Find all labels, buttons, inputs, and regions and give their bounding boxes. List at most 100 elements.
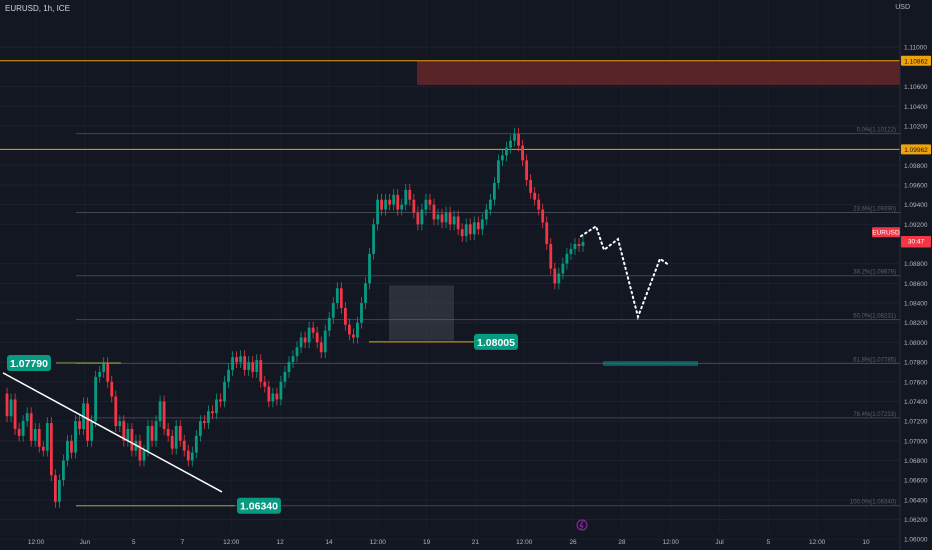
price-tag-bg (872, 227, 900, 238)
candle-body (162, 401, 166, 429)
price-tick-label: 1.07600 (904, 379, 928, 386)
candle-body (335, 288, 339, 304)
price-tick-label: 1.06400 (904, 497, 928, 504)
price-tick-label: 1.10200 (904, 123, 928, 130)
time-tick-label: 12:00 (370, 539, 387, 546)
candle-body (106, 363, 110, 382)
candle-body (94, 376, 98, 422)
candle-body (279, 381, 283, 400)
price-tick-label: 1.06000 (904, 537, 928, 544)
candle-body (517, 133, 520, 146)
fib-level-label: 23.6%(1.09390) (853, 207, 896, 213)
candle-body (295, 347, 299, 357)
candle-body (549, 244, 553, 269)
price-tag-label: 1.10862 (904, 58, 928, 65)
price-tick-label: 1.07200 (904, 419, 928, 426)
price-tick-label: 1.11000 (904, 45, 927, 52)
candle-body (480, 219, 484, 230)
candle-body (9, 399, 13, 417)
time-tick-label: 19 (423, 539, 431, 546)
time-tick-label: 21 (472, 539, 480, 546)
candle-body (275, 393, 279, 400)
price-tick-label: 1.09200 (904, 222, 928, 229)
candle-body (319, 342, 323, 353)
candle-body (565, 253, 569, 264)
candle-body (432, 204, 436, 220)
candle-body (327, 317, 331, 331)
candle-body (70, 440, 73, 453)
time-tick-label: 12:00 (223, 539, 240, 546)
currency-label: USD (895, 4, 910, 11)
price-tag-label: 30:47 (908, 239, 925, 246)
candle-body (74, 421, 77, 453)
candle-body (505, 147, 508, 156)
symbol-header[interactable]: EURUSD, 1h, ICE (5, 4, 70, 13)
candle-body (118, 421, 122, 427)
candle-body (202, 421, 206, 424)
price-tick-label: 1.06200 (904, 517, 928, 524)
candle-body (299, 337, 303, 348)
time-tick-label: 7 (181, 539, 185, 546)
candle-body (170, 435, 174, 449)
candle-body (331, 303, 335, 318)
price-tick-label: 1.07800 (904, 360, 928, 367)
time-axis[interactable]: 12:00 Jun 5 7 12:00 12 14 12:00 19 21 12:00 26 28 12:… (28, 539, 870, 546)
candle-body (581, 242, 585, 246)
price-tick-label: 1.08000 (904, 340, 928, 347)
candle-body (307, 327, 311, 343)
price-tick-label: 1.08400 (904, 301, 928, 308)
flash-icon[interactable] (576, 519, 588, 531)
candle-body (263, 381, 267, 387)
candle-body (501, 155, 504, 161)
candle-body (53, 475, 57, 502)
candle-body (529, 180, 533, 193)
candle-body (484, 209, 488, 220)
box-zone (389, 285, 454, 341)
candle-body (98, 371, 102, 377)
time-tick-label: 28 (618, 539, 626, 546)
candle-body (388, 199, 392, 205)
candle-body (158, 401, 162, 422)
candle-body (90, 421, 94, 441)
horizontal-lines[interactable] (0, 60, 900, 150)
candle-body (29, 413, 33, 441)
candle-body (178, 426, 182, 441)
fib-level-label: 0.0%(1.10122) (857, 128, 896, 134)
candle-body (521, 145, 524, 161)
time-tick-label: 12:00 (663, 539, 680, 546)
candle-body (219, 399, 222, 402)
price-tick-label: 1.10600 (904, 84, 928, 91)
candle-body (464, 224, 468, 237)
price-tick-label: 1.08800 (904, 261, 928, 268)
candle-body (372, 224, 375, 254)
callout-label: 1.07790 (10, 358, 48, 370)
candle-body (110, 381, 114, 397)
candle-body (569, 248, 573, 254)
drawings[interactable] (2, 224, 668, 507)
callout-box (237, 497, 281, 514)
price-tick-label: 1.06800 (904, 458, 928, 465)
candle-body (21, 421, 25, 436)
candle-body (412, 199, 416, 213)
candle-body (444, 212, 448, 223)
candle-body (57, 480, 61, 502)
candle-body (251, 362, 255, 372)
candle-body (231, 357, 234, 370)
candle-body (182, 440, 186, 451)
candle-body (396, 194, 400, 210)
candle-body (130, 428, 134, 451)
fib-level-label: 50.0%(1.08231) (853, 314, 896, 320)
candle-body (146, 426, 150, 451)
fibonacci-retracement[interactable]: 0.0%(1.10122) 23.6%(1.09390) 38.2%(1.08678… (76, 128, 900, 507)
candle-body (223, 381, 226, 402)
price-axis[interactable]: 1.11000 1.10600 1.10400 1.10200 1.09800 1.096… (899, 0, 928, 550)
candle-body (380, 199, 384, 210)
candle-body (13, 399, 17, 429)
zones (389, 60, 900, 367)
price-tag-bg (901, 144, 931, 155)
price-callouts: 1.07790 1.06340 1.08005 (7, 333, 518, 514)
candle-body (384, 199, 388, 210)
